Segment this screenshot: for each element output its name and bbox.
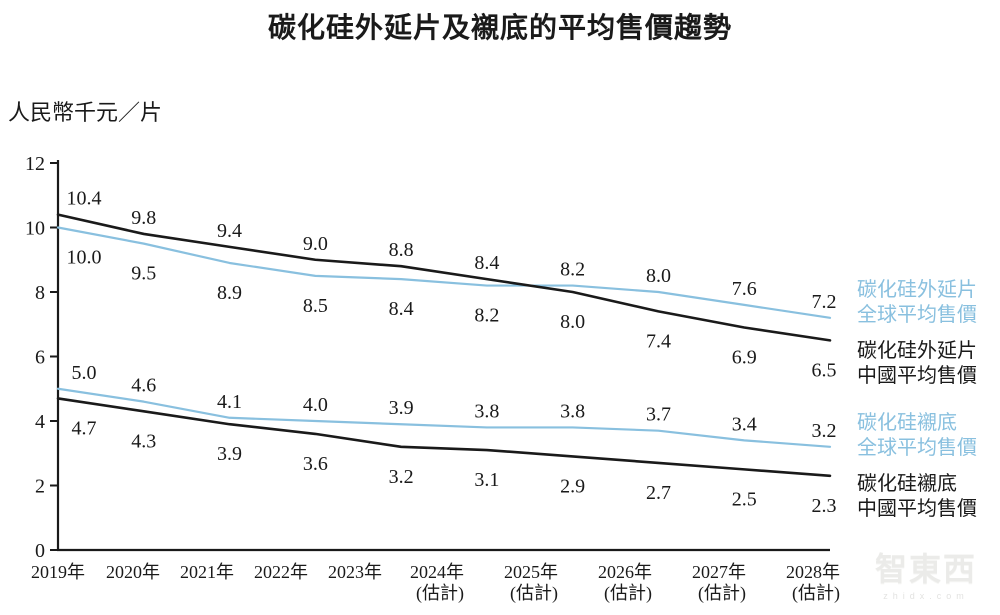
value-label: 3.6 (303, 453, 328, 475)
legend-label: 碳化硅襯底 (857, 412, 957, 434)
series-line-3 (56, 397, 832, 478)
value-label: 3.2 (389, 466, 414, 488)
legend-item-1: 碳化硅外延片 中國平均售價 (857, 339, 977, 389)
value-label: 4.3 (131, 430, 156, 452)
value-label: 9.5 (131, 263, 156, 285)
x-tick-label: 2024年 (410, 562, 464, 582)
legend-label: 中國平均售價 (857, 365, 977, 387)
value-label: 8.9 (217, 282, 242, 304)
value-label: 3.8 (560, 400, 585, 422)
value-label: 7.2 (812, 291, 837, 313)
y-tick-label: 4 (35, 411, 45, 433)
y-tick-label: 6 (35, 347, 45, 369)
value-label: 4.6 (131, 375, 156, 397)
value-label: 7.6 (732, 278, 757, 300)
x-tick-label: 2026年 (598, 562, 652, 582)
value-label: 9.8 (131, 207, 156, 229)
x-tick-label: 2027年 (692, 562, 746, 582)
x-tick-label: 2022年 (254, 562, 308, 582)
value-label: 8.0 (560, 311, 585, 333)
value-label: 4.7 (72, 417, 97, 439)
value-label: 8.2 (560, 259, 585, 281)
legend-label: 碳化硅外延片 (857, 340, 977, 362)
value-label: 3.2 (812, 420, 837, 442)
legend-label: 全球平均售價 (857, 304, 977, 326)
series-line-1 (56, 213, 832, 342)
legend-label: 中國平均售價 (857, 498, 977, 520)
x-tick-label: 2019年 (31, 562, 85, 582)
x-tick-label: 2028年 (786, 562, 840, 582)
value-label: 3.7 (646, 404, 671, 426)
value-label: 3.4 (732, 413, 757, 435)
value-label: 6.9 (732, 346, 757, 368)
value-label: 6.5 (812, 359, 837, 381)
value-label: 5.0 (72, 362, 97, 384)
y-tick-label: 2 (35, 476, 45, 498)
value-label: 8.2 (474, 305, 499, 327)
y-tick-label: 10 (25, 218, 45, 240)
value-label: 3.1 (474, 469, 499, 491)
value-label: 10.0 (67, 247, 102, 269)
x-tick-note: (估計) (416, 583, 464, 604)
value-label: 3.8 (474, 400, 499, 422)
x-tick-label: 2021年 (180, 562, 234, 582)
value-label: 9.0 (303, 233, 328, 255)
value-label: 9.4 (217, 220, 242, 242)
value-label: 3.9 (217, 443, 242, 465)
y-tick-label: 12 (25, 153, 45, 175)
legend-label: 碳化硅襯底 (857, 473, 957, 495)
value-label: 2.5 (732, 488, 757, 510)
legend-item-3: 碳化硅襯底中國平均售價 (857, 472, 977, 522)
value-label: 4.1 (217, 391, 242, 413)
x-tick-label: 2020年 (106, 562, 160, 582)
value-label: 2.9 (560, 475, 585, 497)
value-label: 10.4 (67, 188, 102, 210)
chart-title: 碳化硅外延片及襯底的平均售價趨勢 (267, 13, 732, 44)
value-label: 7.4 (646, 330, 671, 352)
value-label: 8.0 (646, 265, 671, 287)
y-tick-label: 0 (35, 540, 45, 562)
value-label: 2.3 (812, 495, 837, 517)
legend-label: 碳化硅外延片 (857, 279, 977, 301)
x-tick-note: (估計) (510, 583, 558, 604)
value-label: 8.5 (303, 295, 328, 317)
x-tick-note: (估計) (792, 583, 840, 604)
x-tick-label: 2023年 (328, 562, 382, 582)
legend-label: 全球平均售價 (857, 437, 977, 459)
legend-item-0: 碳化硅外延片 全球平均售價 (857, 278, 977, 328)
value-label: 8.4 (389, 298, 414, 320)
legend-item-2: 碳化硅襯底全球平均售價 (857, 411, 977, 461)
series-line-0 (56, 226, 832, 319)
series-line-2 (56, 387, 832, 448)
value-label: 8.8 (389, 239, 414, 261)
value-label: 2.7 (646, 482, 671, 504)
value-label: 3.9 (389, 397, 414, 419)
x-tick-label: 2025年 (504, 562, 558, 582)
value-label: 8.4 (474, 252, 499, 274)
x-tick-note: (估計) (604, 583, 652, 604)
y-axis-unit-label: 人民幣千元／片 (8, 100, 163, 125)
x-tick-note: (估計) (698, 583, 746, 604)
value-label: 4.0 (303, 394, 328, 416)
y-tick-label: 8 (35, 282, 45, 304)
